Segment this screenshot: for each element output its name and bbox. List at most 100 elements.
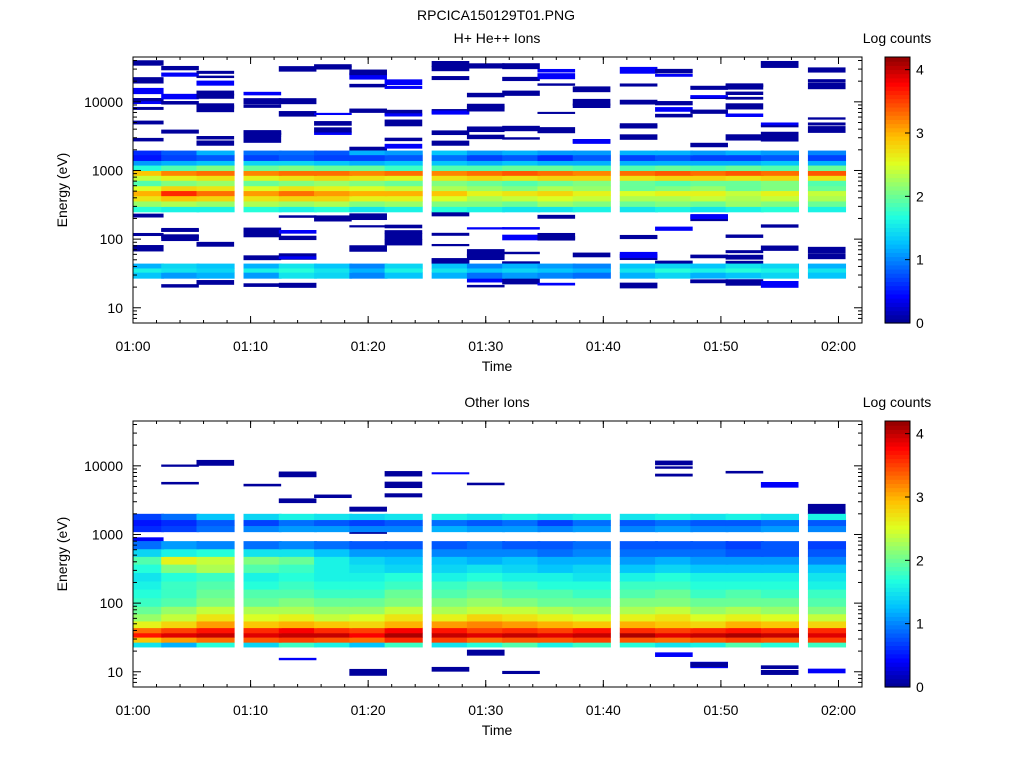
heatmap-cell <box>807 572 847 582</box>
sparse-cell <box>760 125 799 128</box>
sparse-cell <box>243 227 282 233</box>
sparse-cell <box>431 110 470 115</box>
heatmap-cell <box>502 572 541 582</box>
heatmap-cell <box>725 613 764 622</box>
heatmap-cell <box>161 206 200 213</box>
heatmap-cell <box>502 154 541 161</box>
heatmap-cell <box>278 581 317 590</box>
sparse-cell <box>133 537 164 542</box>
sparse-cell <box>278 98 317 105</box>
heatmap-cell <box>384 175 423 181</box>
heatmap-cell <box>278 613 317 622</box>
sparse-cell <box>133 77 164 84</box>
colorbar-cell <box>885 239 910 245</box>
sparse-cell <box>690 662 728 668</box>
sparse-cell <box>384 137 423 142</box>
heatmap-cell <box>161 620 200 629</box>
sparse-cell <box>502 76 540 82</box>
heatmap-cell <box>278 541 317 550</box>
heatmap-cell <box>807 170 847 176</box>
sparse-cell <box>807 117 846 120</box>
heatmap-cell <box>572 597 611 607</box>
heatmap-cell <box>133 165 165 171</box>
colorbar-cell <box>885 227 910 233</box>
heatmap-cell <box>196 525 235 533</box>
y-tick-label: 1000 <box>92 162 123 178</box>
heatmap-cell <box>690 170 729 176</box>
heatmap-cell <box>760 597 800 607</box>
heatmap-cell <box>619 513 658 521</box>
heatmap-cell <box>537 200 576 207</box>
heatmap-cell <box>760 642 800 648</box>
sparse-cell <box>196 136 235 140</box>
sparse-cell <box>278 66 317 72</box>
figure-title: RPCICA150129T01.PNG <box>417 7 575 23</box>
heatmap-cell <box>133 597 165 607</box>
heatmap-cell <box>349 632 388 638</box>
heatmap-cell <box>725 548 764 557</box>
heatmap-cell <box>349 541 388 550</box>
sparse-cell <box>619 134 658 140</box>
sparse-cell <box>725 250 764 254</box>
heatmap-cell <box>431 195 470 202</box>
heatmap-cell <box>196 272 235 279</box>
y-tick-label: 100 <box>100 231 124 247</box>
heatmap-cell <box>655 206 694 213</box>
heatmap-cell <box>537 632 576 638</box>
heatmap-cell <box>572 581 611 590</box>
sparse-cell <box>690 254 728 259</box>
heatmap-cell <box>502 581 541 590</box>
colorbar-cell <box>885 587 910 593</box>
sparse-cell <box>655 460 693 466</box>
heatmap-cell <box>655 195 694 202</box>
sparse-cell <box>725 96 764 100</box>
sparse-cell <box>278 215 317 218</box>
heatmap-cell <box>384 180 423 187</box>
colorbar-cell <box>885 612 910 617</box>
sparse-cell <box>725 470 764 474</box>
heatmap-cell <box>243 581 282 590</box>
heatmap-cell <box>384 581 423 590</box>
heatmap-cell <box>384 154 423 161</box>
colorbar-cell <box>885 466 910 472</box>
heatmap-cell <box>725 190 764 197</box>
colorbar: 0 1 2 3 4 Log counts <box>863 394 932 695</box>
heatmap-cell <box>161 556 200 565</box>
heatmap-cell <box>161 272 200 279</box>
heatmap-cell <box>466 589 506 599</box>
sparse-cell <box>278 230 317 234</box>
sparse-cell <box>278 657 317 661</box>
heatmap-cell <box>133 637 165 643</box>
heatmap-cell <box>502 525 541 533</box>
heatmap-cell <box>619 267 658 273</box>
heatmap-cell <box>690 589 729 599</box>
heatmap-cell <box>161 180 200 187</box>
colorbar-cell <box>885 285 910 291</box>
heatmap-cell <box>161 637 200 643</box>
colorbar-cell <box>885 277 910 283</box>
heatmap-cell <box>655 525 694 533</box>
heatmap-cell <box>760 627 800 634</box>
heatmap-cell <box>243 632 282 638</box>
colorbar-cell <box>885 591 910 597</box>
heatmap-cell <box>384 165 423 171</box>
x-tick-label: 01:50 <box>703 338 738 354</box>
heatmap-cell <box>196 195 235 202</box>
heatmap-cell <box>502 175 541 181</box>
colorbar-cell <box>885 628 910 634</box>
heatmap-cell <box>807 613 847 622</box>
heatmap-cell <box>537 175 576 181</box>
heatmap-cell <box>431 272 470 279</box>
heatmap-cell <box>349 589 388 599</box>
heatmap-cell <box>760 572 800 582</box>
heatmap-cell <box>431 206 470 213</box>
heatmap-cell <box>161 195 200 202</box>
sparse-cell <box>466 134 505 140</box>
heatmap-cell <box>690 185 729 192</box>
x-tick-label: 01:40 <box>586 338 621 354</box>
sparse-cell <box>725 234 764 238</box>
heatmap-cell <box>133 606 165 615</box>
colorbar-label: Log counts <box>863 30 932 46</box>
colorbar-cell <box>885 81 910 87</box>
sparse-cell <box>807 668 846 674</box>
